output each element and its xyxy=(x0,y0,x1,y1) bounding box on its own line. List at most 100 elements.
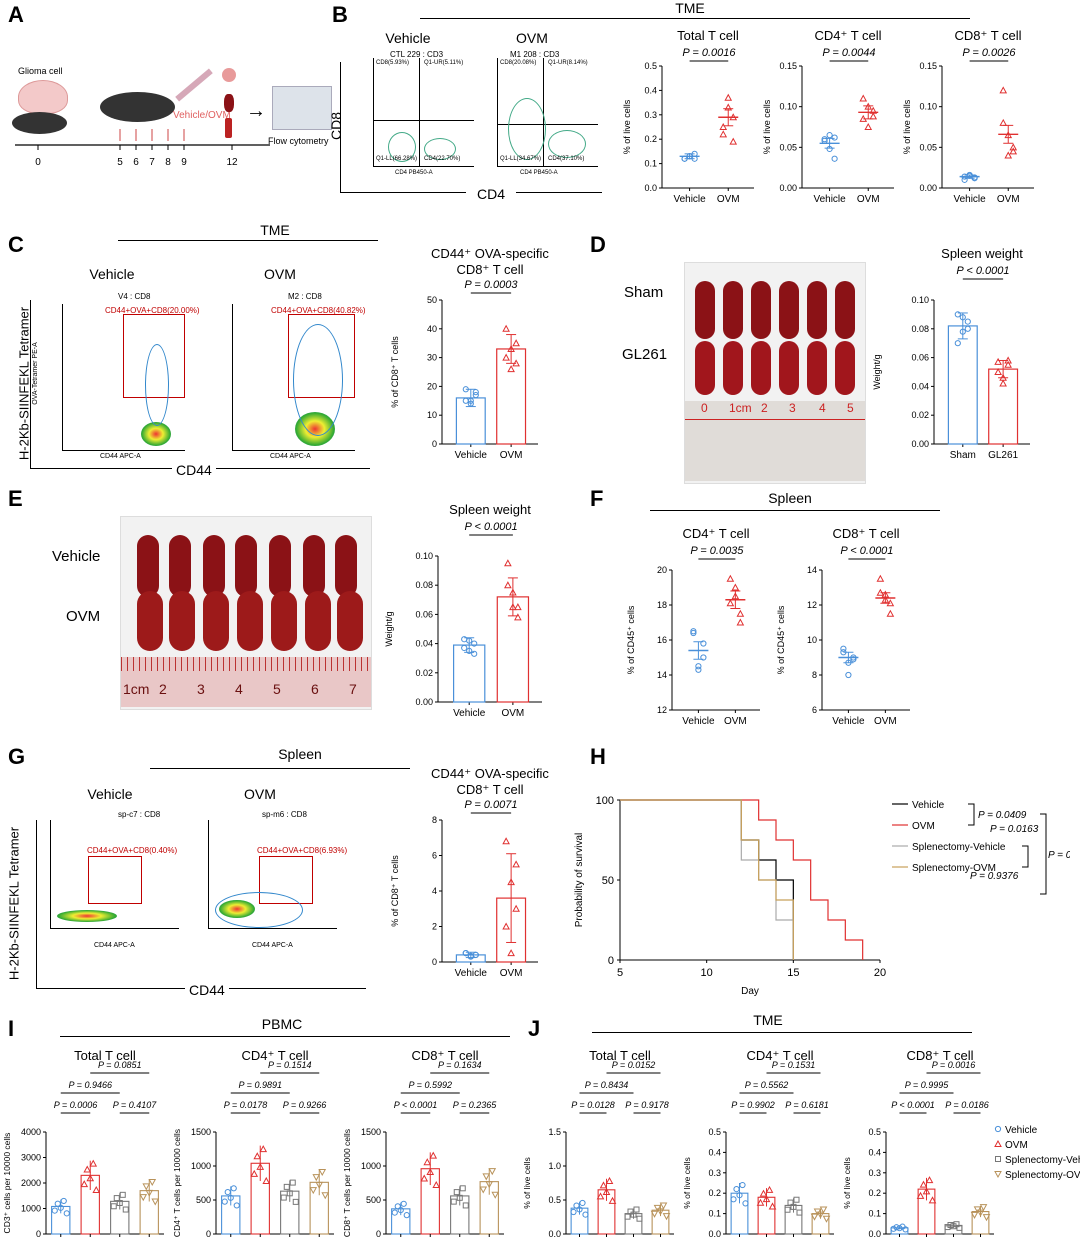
data-point xyxy=(964,325,971,332)
data-point xyxy=(467,400,474,407)
data-point xyxy=(881,595,890,603)
facs-title-ovm-b: OVM xyxy=(516,30,548,46)
data-point xyxy=(432,1180,441,1189)
y-tick-label: 500 xyxy=(366,1195,381,1205)
data-point xyxy=(810,1213,819,1221)
y-tick-label: 0.10 xyxy=(415,551,433,561)
mouse-illustration xyxy=(12,112,67,134)
y-tick-label: 0.0 xyxy=(868,1229,881,1239)
data-point xyxy=(822,1215,831,1223)
data-point xyxy=(902,1226,909,1233)
facs-xlabel-ovm-g: CD44 APC-A xyxy=(252,942,293,949)
x-tick-label: OVM xyxy=(874,716,897,727)
data-point xyxy=(466,637,473,644)
data-point xyxy=(253,1152,262,1160)
data-point xyxy=(765,1185,774,1193)
p-value: P < 0.0001 xyxy=(394,1100,437,1110)
x-tick-label: Vehicle xyxy=(455,450,488,461)
y-tick-label: 10 xyxy=(427,410,437,420)
spleen-header-g: Spleen xyxy=(278,746,322,762)
arrow-right-icon: → xyxy=(246,100,266,122)
data-point xyxy=(456,1194,463,1201)
y-axis-label: Weight/g xyxy=(384,611,394,646)
data-point xyxy=(793,1196,800,1203)
chart-title: Total T cell xyxy=(74,1048,136,1063)
data-point xyxy=(423,1158,432,1166)
y-tick-label: 30 xyxy=(427,353,437,363)
data-point xyxy=(742,1200,749,1207)
cd44-axis-label-c: CD44 xyxy=(172,462,216,478)
y-tick-label: 0 xyxy=(206,1229,211,1239)
y-tick-label: 0.00 xyxy=(779,183,797,193)
data-point xyxy=(729,113,738,121)
data-point xyxy=(466,647,473,654)
data-point xyxy=(650,1210,659,1218)
pbmc-header-i: PBMC xyxy=(261,1016,303,1032)
x-tick-label: OVM xyxy=(717,194,740,205)
y-tick-label: 0.05 xyxy=(779,142,797,152)
y-tick-label: 0.2 xyxy=(868,1188,881,1198)
data-point xyxy=(512,339,520,347)
data-point xyxy=(280,1194,287,1201)
chart-title-line2: CD8⁺ T cell xyxy=(456,782,523,797)
flow-cytometer-illustration xyxy=(272,86,332,130)
data-point xyxy=(954,311,961,318)
y-axis-label: % of live cells xyxy=(902,99,912,154)
data-point xyxy=(514,613,522,621)
y-tick-label: 0.06 xyxy=(415,609,433,619)
syringe-illustration xyxy=(175,68,213,102)
ruler-mark-e-4: 5 xyxy=(273,681,281,697)
data-point xyxy=(999,118,1008,126)
data-point xyxy=(579,1199,586,1207)
y-tick-label: 0.5 xyxy=(644,61,657,71)
legend-marker xyxy=(994,1139,1002,1147)
p-value: P = 0.1514 xyxy=(268,1060,311,1070)
quad-lr-ovm-b: CD4(37.10%) xyxy=(548,156,585,162)
facs-gate-ovm-g: sp-m6 : CD8 xyxy=(262,810,307,819)
chart-title: CD44⁺ OVA-specific xyxy=(431,246,549,261)
quad-ll-ovm-b: Q1-LL(34.67%) xyxy=(500,156,542,162)
y-axis-label: % of live cells xyxy=(762,99,772,154)
tissue-icons xyxy=(222,68,236,82)
y-tick-label: 0 xyxy=(432,439,437,449)
legend-label: OVM xyxy=(1005,1140,1028,1151)
data-point xyxy=(507,878,515,886)
data-point xyxy=(139,1194,148,1202)
data-point xyxy=(876,574,885,582)
y-tick-label: 0.08 xyxy=(911,324,929,334)
facs-xlabel-vehicle-b: CD4 PB450-A xyxy=(395,170,433,176)
data-point xyxy=(729,137,738,145)
data-point xyxy=(573,1202,580,1209)
facs-plot-vehicle-g: CD44+OVA+CD8(0.40%) xyxy=(50,820,179,929)
p-value: P = 0.0163 xyxy=(990,824,1039,835)
data-point xyxy=(896,1225,903,1232)
data-point xyxy=(864,122,873,130)
x-tick-label: Vehicle xyxy=(813,194,846,205)
p-value: P < 0.0001 xyxy=(464,521,517,533)
data-point xyxy=(514,603,522,611)
facs-gate-ovm-c: M2 : CD8 xyxy=(288,292,322,301)
y-arrow-c xyxy=(30,300,31,468)
data-point xyxy=(994,357,1002,365)
y-tick-label: 8 xyxy=(812,670,817,680)
data-point xyxy=(509,588,517,596)
x-tick-label: OVM xyxy=(500,968,523,979)
y-axis-label: CD3⁺ cells per 10000 cells xyxy=(2,1133,12,1234)
y-tick-label: 0 xyxy=(36,1229,41,1239)
panel-label-j: J xyxy=(528,1016,541,1041)
data-point xyxy=(122,1206,129,1213)
x-tick-label: 5 xyxy=(617,967,623,979)
data-point xyxy=(472,391,479,399)
data-point xyxy=(256,1162,265,1170)
timeline-day-label: 5 xyxy=(117,157,123,168)
data-point xyxy=(57,1204,64,1211)
legend-label: Splenectomy-OVM xyxy=(1005,1170,1080,1181)
p-value: P < 0.0001 xyxy=(840,545,893,557)
data-point xyxy=(145,1189,154,1197)
data-point xyxy=(982,1214,991,1222)
chart-cd4-t-cell-i: CD4⁺ T cell 0 500 1000 1500 CD4⁺ T cells per … xyxy=(172,1048,334,1239)
data-point xyxy=(502,922,510,930)
data-point xyxy=(507,344,515,352)
facs-plot-ovm-g: CD44+OVA+CD8(6.93%) xyxy=(208,820,347,929)
x-tick-label: Vehicle xyxy=(682,716,715,727)
